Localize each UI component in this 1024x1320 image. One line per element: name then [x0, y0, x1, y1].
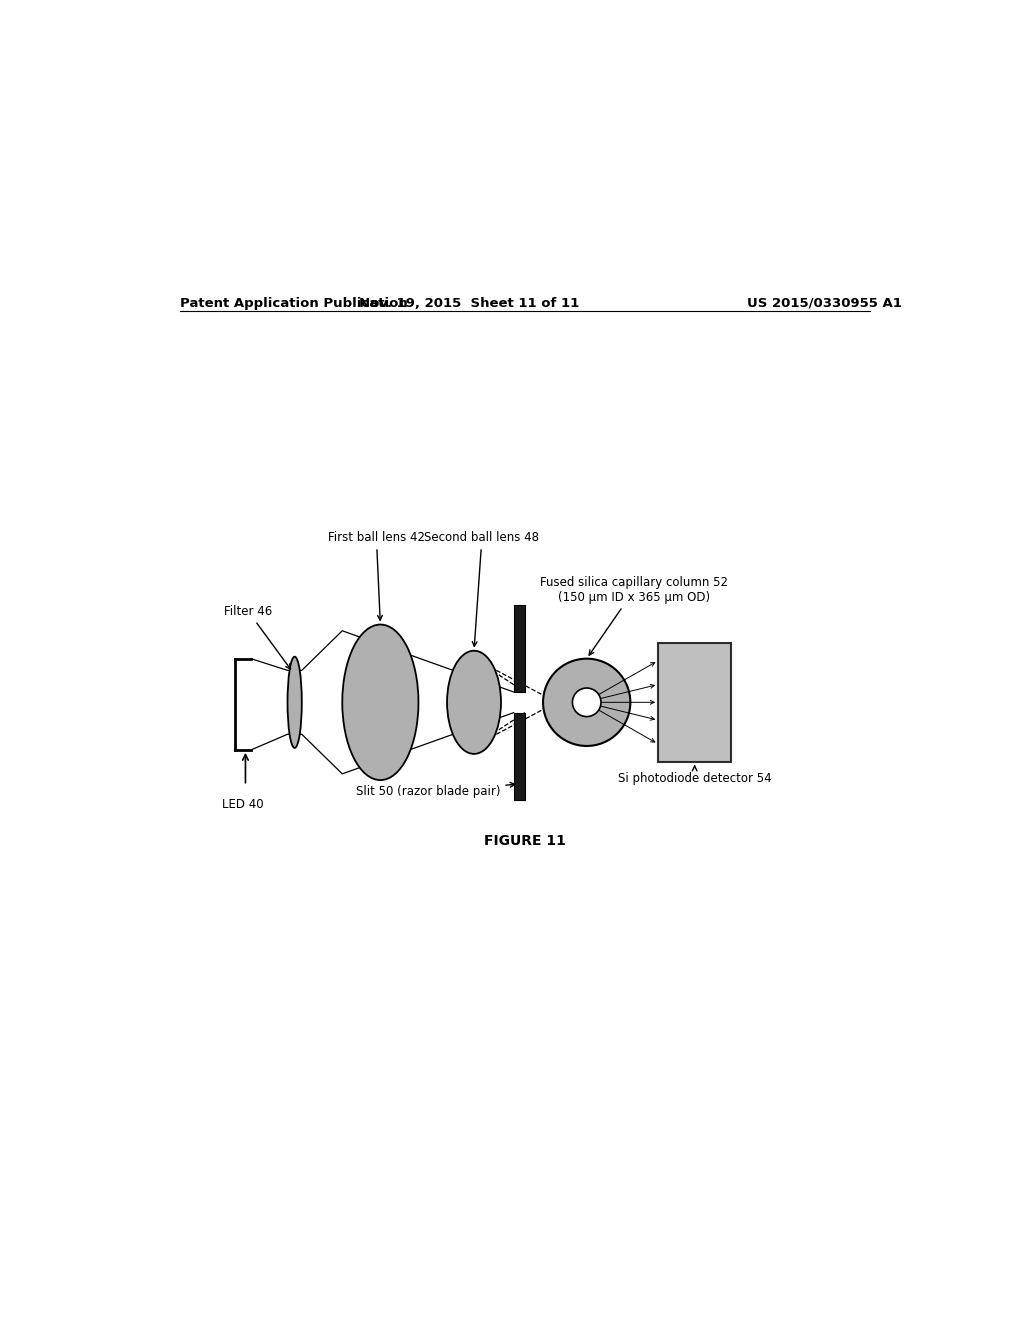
Bar [514, 713, 524, 800]
Text: FIGURE 11: FIGURE 11 [484, 834, 565, 849]
Bar [658, 643, 731, 762]
Ellipse shape [543, 659, 631, 746]
Text: Second ball lens 48: Second ball lens 48 [424, 531, 540, 647]
Text: Filter 46: Filter 46 [224, 605, 291, 669]
Ellipse shape [447, 651, 501, 754]
Text: Fused silica capillary column 52
(150 μm ID x 365 μm OD): Fused silica capillary column 52 (150 μm… [541, 576, 728, 655]
Text: Si photodiode detector 54: Si photodiode detector 54 [617, 766, 771, 784]
Text: First ball lens 42: First ball lens 42 [328, 531, 425, 620]
Ellipse shape [342, 624, 419, 780]
Text: Patent Application Publication: Patent Application Publication [179, 297, 408, 310]
Text: Nov. 19, 2015  Sheet 11 of 11: Nov. 19, 2015 Sheet 11 of 11 [359, 297, 580, 310]
Bar [514, 605, 524, 692]
Ellipse shape [572, 688, 601, 717]
Text: US 2015/0330955 A1: US 2015/0330955 A1 [748, 297, 902, 310]
Text: Slit 50 (razor blade pair): Slit 50 (razor blade pair) [355, 783, 515, 799]
Ellipse shape [288, 656, 302, 748]
Text: LED 40: LED 40 [221, 797, 263, 810]
